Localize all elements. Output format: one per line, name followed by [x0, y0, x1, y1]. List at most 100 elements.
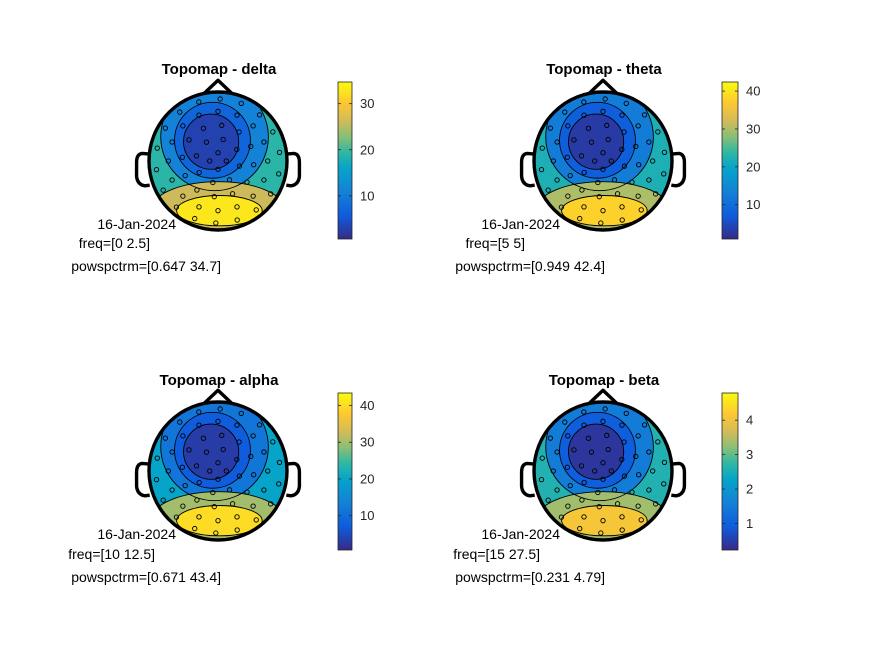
electrode-marker	[565, 503, 571, 509]
colorbar-tick-label: 10	[746, 197, 760, 212]
electrode-marker	[213, 530, 219, 536]
electrode-marker	[564, 464, 570, 470]
plot-title: Topomap - alpha	[160, 372, 280, 389]
electrode-marker	[650, 158, 656, 164]
electrode-marker	[180, 123, 186, 129]
electrode-marker	[207, 158, 213, 164]
electrode-marker	[154, 455, 160, 461]
annotation-date: 16-Jan-2024	[97, 526, 176, 542]
electrode-marker	[545, 187, 551, 193]
contour-line	[545, 402, 654, 502]
topomap-field	[149, 92, 287, 230]
electrode-marker	[236, 439, 242, 445]
colorbar-gradient	[337, 392, 353, 551]
electrode-marker	[638, 207, 644, 213]
electrode-marker	[194, 497, 200, 503]
electrode-marker	[215, 150, 221, 156]
nose	[203, 78, 233, 95]
electrode-marker	[268, 191, 274, 197]
electrode-marker	[581, 514, 587, 520]
electrode-marker	[585, 125, 592, 131]
topomap-head-alpha	[134, 388, 302, 542]
electrode-marker	[605, 446, 611, 453]
annotation-beta: 16-Jan-2024 freq=[15 27.5] powspctrm=[0.…	[453, 526, 605, 585]
field-frontal-core	[183, 114, 239, 170]
electrode-marker	[646, 487, 652, 493]
annotation-delta: 16-Jan-2024 freq=[0 2.5] powspctrm=[0.64…	[71, 216, 221, 274]
electrode-marker	[635, 193, 641, 199]
electrode-marker	[661, 481, 667, 487]
electrode-marker	[234, 456, 240, 463]
electrode-marker	[210, 179, 216, 186]
electrode-marker	[196, 112, 202, 118]
electrode-marker	[619, 514, 625, 520]
annotation-freq: freq=[5 5]	[465, 235, 525, 251]
electrode-marker	[194, 187, 200, 193]
colorbar-gradient	[721, 81, 739, 240]
electrode-marker	[215, 108, 221, 114]
plot-title: Topomap - beta	[549, 372, 660, 389]
contour-line	[559, 101, 636, 179]
electrode-marker	[248, 453, 254, 460]
left-ear	[519, 461, 535, 498]
electrode-marker	[588, 139, 595, 145]
electrode-marker	[229, 191, 236, 197]
electrode-marker	[661, 149, 668, 156]
electrode-marker	[162, 125, 168, 131]
electrode-marker	[226, 177, 233, 183]
electrode-marker	[600, 208, 606, 214]
electrode-marker	[596, 194, 602, 200]
electrode-marker	[581, 479, 587, 486]
colorbar-tick-label: 20	[360, 142, 374, 157]
electrode-marker	[629, 179, 635, 185]
electrode-marker	[585, 435, 592, 441]
electrode-marker	[636, 162, 642, 168]
electrode-marker	[661, 171, 667, 177]
electrode-marker	[153, 476, 160, 483]
left-ear	[134, 151, 150, 188]
nose	[588, 78, 618, 95]
electrode-marker	[554, 177, 560, 183]
electrode-marker	[562, 419, 568, 425]
electrode-marker	[608, 468, 614, 474]
electrode-marker	[581, 112, 587, 118]
electrode-marker	[600, 518, 606, 524]
electrode-marker	[196, 204, 202, 210]
electrode-marker	[153, 166, 160, 173]
electrode-marker	[579, 497, 585, 503]
electrode-marker	[633, 143, 639, 150]
electrode-marker	[180, 503, 186, 509]
electrode-marker	[250, 503, 256, 509]
annotation-powspctrm: powspctrm=[0.949 42.4]	[455, 258, 605, 274]
electrode-marker	[538, 166, 545, 173]
electrode-marker	[592, 468, 598, 474]
electrode-marker	[203, 449, 210, 455]
colorbar-tick-label: 10	[360, 188, 374, 203]
electrode-marker	[196, 479, 202, 486]
plot-title: Topomap - delta	[162, 61, 277, 78]
electrode-marker	[611, 177, 618, 183]
electrode-marker	[592, 158, 598, 164]
electrode-marker	[180, 433, 186, 439]
electrode-marker	[226, 487, 233, 493]
electrode-marker	[182, 482, 188, 489]
electrode-marker	[276, 459, 283, 466]
electrode-marker	[550, 468, 556, 474]
electrode-marker	[619, 112, 625, 118]
electrode-marker	[196, 169, 202, 176]
contour-line	[561, 505, 648, 537]
field-frontal-core	[568, 114, 624, 170]
electrode-marker	[219, 432, 225, 438]
contour-line	[176, 195, 263, 227]
electrode-marker	[581, 409, 587, 415]
electrode-marker	[571, 447, 577, 453]
contour-line	[559, 411, 636, 489]
electrode-marker	[180, 193, 186, 199]
electrode-marker	[236, 473, 243, 479]
electrode-marker	[655, 129, 661, 135]
right-ear	[286, 151, 302, 188]
electrode-marker	[177, 109, 183, 115]
electrode-marker	[604, 122, 610, 128]
electrode-marker	[256, 112, 263, 118]
